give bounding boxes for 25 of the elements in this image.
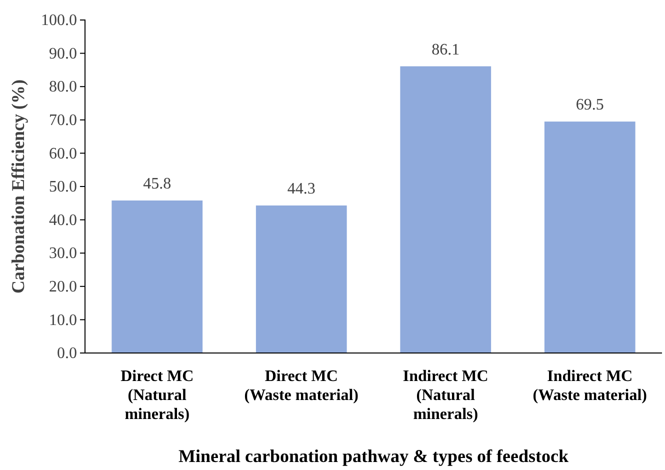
x-tick-label: Direct MC (Natural minerals) (120, 368, 194, 423)
y-tick-label: 40.0 (49, 212, 77, 229)
data-label: 69.5 (576, 96, 604, 114)
x-tick-label: Indirect MC (Natural minerals) (402, 368, 488, 423)
x-tick-label: Direct MC (Waste material) (244, 368, 358, 404)
x-axis-title: Mineral carbonation pathway & types of feedstock (178, 446, 568, 466)
y-tick-label: 50.0 (49, 178, 77, 196)
bar (256, 205, 347, 353)
y-tick-label: 10.0 (49, 312, 77, 329)
y-tick-label: 80.0 (49, 78, 77, 96)
data-label: 86.1 (432, 41, 460, 58)
data-label: 44.3 (287, 180, 316, 198)
bar (112, 200, 203, 353)
y-tick-label: 100.0 (41, 12, 77, 30)
y-tick-label: 90.0 (49, 45, 77, 62)
y-tick-label: 0.0 (57, 345, 77, 362)
bar (544, 122, 636, 353)
y-axis-title: Carbonation Efficiency (%) (8, 80, 28, 294)
x-tick-label: Indirect MC (Waste material) (532, 368, 647, 404)
y-tick-label: 20.0 (49, 278, 77, 296)
y-tick-label: 30.0 (49, 245, 77, 262)
y-tick-label: 70.0 (49, 112, 77, 130)
bar (400, 66, 492, 353)
data-label: 45.8 (143, 175, 172, 192)
y-tick-label: 60.0 (49, 145, 77, 162)
